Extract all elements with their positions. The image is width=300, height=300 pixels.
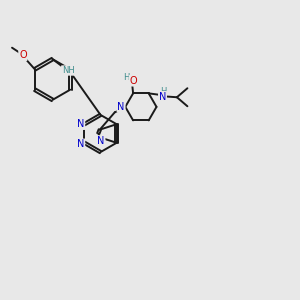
Text: NH: NH: [62, 66, 74, 75]
Text: H: H: [123, 73, 129, 82]
Text: N: N: [117, 102, 125, 112]
Text: N: N: [77, 119, 85, 129]
Text: N: N: [159, 92, 166, 102]
Text: N: N: [77, 139, 85, 149]
Text: O: O: [19, 50, 27, 60]
Text: O: O: [130, 76, 137, 86]
Text: H: H: [160, 87, 166, 96]
Text: N: N: [97, 136, 105, 146]
